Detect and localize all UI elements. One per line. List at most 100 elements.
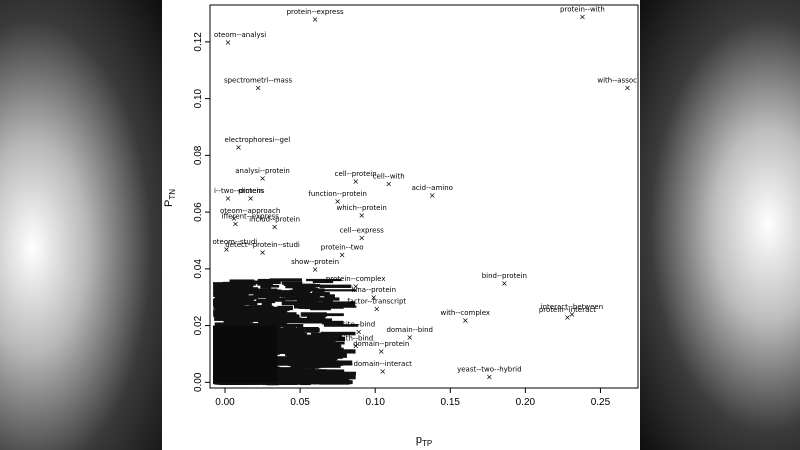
plot-frame xyxy=(209,4,639,389)
point-marker: × xyxy=(235,143,242,152)
point-marker: × xyxy=(564,313,571,322)
scatter-chart: 0.00 0.05 0.10 0.15 0.20 0.25 0.000.020.040.0… xyxy=(163,4,639,448)
point-marker: × xyxy=(462,316,469,325)
point-marker: × xyxy=(624,83,631,92)
cluster-mark xyxy=(236,280,256,286)
cluster-mark xyxy=(281,301,300,306)
cluster-mark xyxy=(323,371,356,376)
cluster-mark xyxy=(285,283,316,289)
point-label: with--complex xyxy=(441,309,491,317)
point-marker: × xyxy=(373,305,380,314)
point-label: which--protein xyxy=(337,204,387,212)
point-marker: × xyxy=(223,245,230,254)
point-label: protein xyxy=(238,187,263,195)
cluster-mark xyxy=(233,307,257,312)
cluster-core xyxy=(213,325,278,383)
point-marker: × xyxy=(429,191,436,200)
cluster-mark xyxy=(276,323,304,327)
point-label: factor--transcript xyxy=(347,298,406,306)
cluster-mark xyxy=(213,303,237,307)
cluster-mark xyxy=(287,354,316,359)
cluster-mark xyxy=(213,290,246,294)
cluster-mark xyxy=(319,313,344,317)
cluster-mark xyxy=(213,312,248,318)
cluster-mark xyxy=(294,380,327,383)
cluster-mark xyxy=(306,315,326,321)
cluster-mark xyxy=(213,287,241,293)
point-marker: × xyxy=(579,12,586,21)
cluster-mark xyxy=(319,341,345,345)
point-label: domain--interact xyxy=(353,360,412,368)
cluster-mark xyxy=(320,352,341,357)
point-marker: × xyxy=(569,310,576,319)
point-marker: × xyxy=(358,211,365,220)
cluster-mark xyxy=(249,314,266,319)
cluster-mark xyxy=(269,293,289,298)
cluster-mark xyxy=(302,320,326,324)
point-marker: × xyxy=(255,83,262,92)
cluster-mark xyxy=(321,336,346,342)
cluster-mark xyxy=(320,331,356,336)
cluster-mark xyxy=(268,331,299,337)
point-label: protein--with xyxy=(560,5,605,13)
cluster-mark xyxy=(214,322,233,327)
cluster-mark xyxy=(216,305,244,309)
cluster-mark xyxy=(218,296,254,302)
point-label: cell--protein xyxy=(335,170,377,178)
point-label: oteom--approach xyxy=(220,207,280,215)
point-label: oteom--analysi xyxy=(214,31,266,39)
point-label: show--protein xyxy=(291,258,339,266)
cluster-mark xyxy=(302,336,324,340)
point-label: with--assoc xyxy=(597,76,637,84)
point-label: domain--bind xyxy=(386,326,433,334)
point-label: kina--protein xyxy=(351,286,396,294)
point-label: includ--protein xyxy=(249,215,300,223)
x-tick-label: 0.20 xyxy=(516,397,536,408)
cluster-mark xyxy=(325,349,344,352)
cluster-mark xyxy=(320,297,340,301)
cluster-mark xyxy=(224,320,245,324)
point-marker: × xyxy=(358,234,365,243)
cluster-mark xyxy=(324,380,353,385)
point-label: protein--two xyxy=(321,244,364,252)
point-label: i--two--dimens xyxy=(214,187,265,195)
cluster-mark xyxy=(243,300,276,304)
cluster-mark xyxy=(290,363,322,369)
x-axis-label-subscript: TP xyxy=(422,439,432,448)
x-tick-label: 0.15 xyxy=(441,397,461,408)
y-tick-label: 0.12 xyxy=(193,32,204,52)
point-label: protein--complex xyxy=(326,275,386,283)
point-label: spectrometri--mass xyxy=(224,76,292,84)
point-marker: × xyxy=(232,219,239,228)
y-tick-label: 0.02 xyxy=(193,315,204,335)
cluster-mark xyxy=(283,325,297,330)
cluster-mark xyxy=(324,294,335,299)
cluster-mark xyxy=(298,372,317,377)
cluster-mark xyxy=(310,358,337,364)
cluster-mark xyxy=(301,342,324,347)
point-marker: × xyxy=(247,194,254,203)
y-axis: 0.00 0.02 0.04 0.06 0.08 0.10 0.12 xyxy=(193,32,210,392)
cluster-mark xyxy=(261,302,272,307)
cluster-mark xyxy=(216,307,243,311)
cluster-mark xyxy=(269,307,290,311)
cluster-mark xyxy=(244,317,260,322)
point-label: yeast--two--hybrid xyxy=(457,366,521,374)
y-tick-label: 0.06 xyxy=(193,202,204,222)
cluster-mark xyxy=(294,296,319,300)
cluster-mark xyxy=(244,291,255,295)
cluster-mark xyxy=(323,324,359,327)
cluster-mark xyxy=(294,318,314,322)
y-axis-label: PTN xyxy=(163,189,177,207)
cluster-mark xyxy=(299,370,333,374)
cluster-mark xyxy=(310,332,322,335)
cluster-mark xyxy=(274,371,299,377)
cluster-mark xyxy=(250,309,267,313)
left-background xyxy=(0,0,162,450)
cluster-mark xyxy=(319,284,352,288)
cluster-mark xyxy=(249,280,276,283)
point-label: bind--protein xyxy=(482,272,527,280)
point-marker: × xyxy=(225,38,232,47)
point-label: site--bind xyxy=(342,320,375,328)
point-marker: × xyxy=(312,265,319,274)
